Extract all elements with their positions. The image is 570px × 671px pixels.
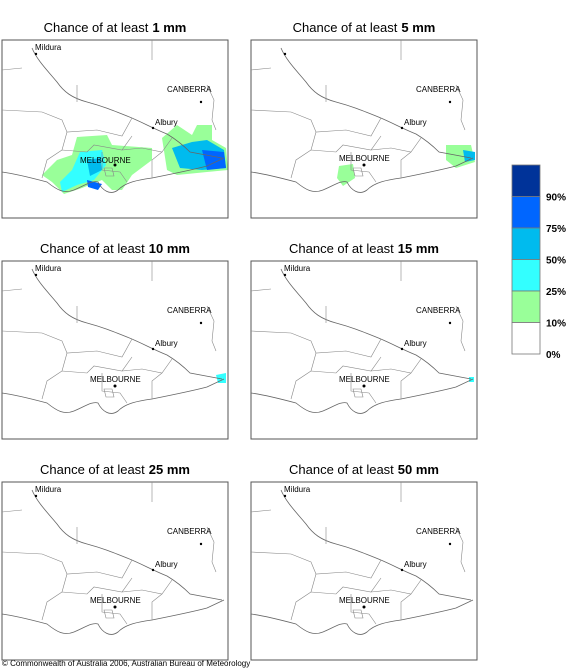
panel-title: Chance of at least 1 mm: [44, 20, 187, 35]
place-label: Albury: [155, 118, 178, 127]
base-map: [1, 481, 229, 661]
title-amount: 1 mm: [152, 20, 186, 35]
copyright: © Commonwealth of Australia 2006, Austra…: [2, 659, 250, 668]
map-panel: Chance of at least 1 mm Mildura CANBERRA Alb…: [1, 20, 229, 219]
rain-shading: [337, 145, 475, 186]
legend-label: 25%: [546, 287, 566, 298]
place-label: Mildura: [35, 43, 62, 52]
legend-label: 90%: [546, 193, 566, 204]
title-prefix: Chance of at least: [289, 462, 394, 477]
panel-title: Chance of at least 50 mm: [289, 462, 439, 477]
legend: 90% 75% 50% 25% 10% 0%: [511, 164, 566, 361]
title-amount: 5 mm: [401, 20, 435, 35]
map-panel: Chance of at least 10 mm Mildura CANBERRA Al…: [1, 241, 229, 440]
place-label: MELBOURNE: [339, 596, 390, 605]
panel-title: Chance of at least 10 mm: [40, 241, 190, 256]
place-label: Albury: [155, 560, 178, 569]
title-prefix: Chance of at least: [44, 20, 149, 35]
map-panel: Chance of at least 50 mm Mildura CANBERRA Al…: [250, 462, 478, 661]
base-map: [1, 260, 229, 440]
place-label: Mildura: [284, 485, 311, 494]
base-map: [250, 260, 478, 440]
title-prefix: Chance of at least: [40, 241, 145, 256]
legend-label: 0%: [546, 350, 561, 361]
place-label: MELBOURNE: [80, 156, 131, 165]
map-panel: Chance of at least 15 mm Mildura CANBERRA Al…: [250, 241, 478, 440]
title-amount: 15 mm: [398, 241, 439, 256]
title-amount: 50 mm: [398, 462, 439, 477]
base-map: [1, 39, 229, 219]
place-label: Albury: [155, 339, 178, 348]
place-label: CANBERRA: [416, 85, 461, 94]
map-panel: Chance of at least 5 mm CANBERRA Albury MELB…: [250, 20, 478, 219]
base-map: [250, 39, 478, 219]
place-label: Albury: [404, 339, 427, 348]
place-label: Mildura: [284, 264, 311, 273]
title-prefix: Chance of at least: [289, 241, 394, 256]
title-prefix: Chance of at least: [40, 462, 145, 477]
place-label: CANBERRA: [167, 527, 212, 536]
legend-label: 50%: [546, 256, 566, 267]
legend-swatch: [511, 259, 541, 292]
legend-swatch: [511, 290, 541, 323]
title-amount: 25 mm: [149, 462, 190, 477]
place-label: CANBERRA: [416, 527, 461, 536]
place-label: CANBERRA: [167, 85, 212, 94]
place-label: MELBOURNE: [339, 375, 390, 384]
legend-swatch: [511, 227, 541, 260]
place-label: CANBERRA: [416, 306, 461, 315]
legend-swatch: [511, 196, 541, 229]
panel-title: Chance of at least 25 mm: [40, 462, 190, 477]
map-panel: Chance of at least 25 mm Mildura CANBERRA Al…: [1, 462, 229, 661]
legend-swatch: [511, 322, 541, 355]
base-map: [250, 481, 478, 661]
title-amount: 10 mm: [149, 241, 190, 256]
rain-shading: [42, 125, 228, 194]
place-label: Mildura: [35, 485, 62, 494]
place-label: Albury: [404, 118, 427, 127]
panel-title: Chance of at least 5 mm: [293, 20, 436, 35]
panel-title: Chance of at least 15 mm: [289, 241, 439, 256]
legend-label: 75%: [546, 224, 566, 235]
place-label: Albury: [404, 560, 427, 569]
title-prefix: Chance of at least: [293, 20, 398, 35]
rain-shading: [216, 373, 226, 383]
legend-swatch: [511, 164, 541, 197]
legend-label: 10%: [546, 319, 566, 330]
place-label: CANBERRA: [167, 306, 212, 315]
place-label: MELBOURNE: [90, 596, 141, 605]
place-label: Mildura: [35, 264, 62, 273]
place-label: MELBOURNE: [339, 154, 390, 163]
place-label: MELBOURNE: [90, 375, 141, 384]
